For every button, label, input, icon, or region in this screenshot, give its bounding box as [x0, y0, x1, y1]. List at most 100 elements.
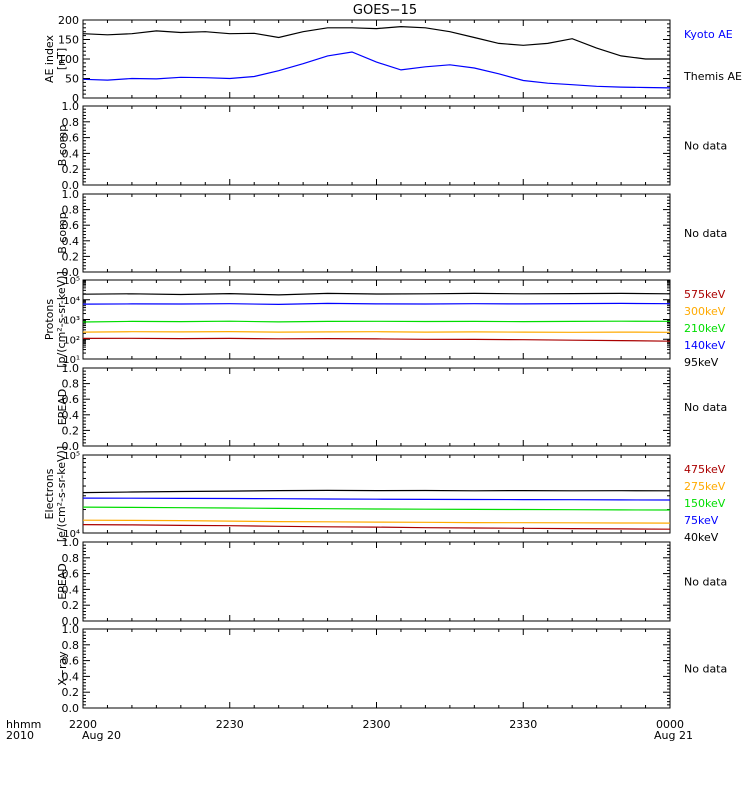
series-line-140kev: [82, 302, 671, 306]
time-prefix-hhmm: hhmm: [6, 718, 41, 731]
y-tick-label: 0.8: [62, 552, 80, 565]
y-tick-label: 0.2: [62, 599, 80, 612]
legend-label: Kyoto AE: [684, 28, 733, 41]
y-axis-label: X−ray: [56, 651, 69, 686]
time-tick-label: 2200: [69, 718, 97, 731]
series-line-275kev: [82, 519, 671, 524]
y-tick-label: 1.0: [62, 623, 80, 636]
series-line-themis-ae: [82, 25, 670, 60]
y-tick-label: 0.2: [62, 163, 80, 176]
legend-label: 75keV: [684, 514, 719, 527]
y-tick-label: 0.4: [62, 409, 80, 422]
legend-label: 300keV: [684, 305, 726, 318]
series-line-300kev: [82, 330, 671, 333]
y-tick-label: 1.0: [62, 100, 80, 113]
series-line-75kev: [82, 497, 671, 501]
y-tick-label: 50: [65, 73, 79, 86]
plot-title: GOES−15: [353, 3, 417, 18]
no-data-label: No data: [684, 576, 727, 589]
panel-frame: [82, 367, 671, 447]
y-tick-label: 0.0: [62, 440, 80, 453]
series-line-210kev: [82, 320, 671, 323]
time-prefix-year: 2010: [6, 729, 34, 742]
y-tick-label: 0: [72, 92, 79, 105]
y-tick-label: 1.0: [62, 536, 80, 549]
panel-epead1: 0.0 0.2 0.4 0.6 0.8 1.0 EPEAD No data: [56, 362, 727, 453]
y-tick-label: 1.0: [62, 362, 80, 375]
y-tick-label: 0.8: [62, 639, 80, 652]
y-tick-label: 0.6: [62, 655, 80, 668]
y-tick-label: 0.0: [62, 702, 80, 715]
y-tick-label: 10³: [63, 316, 80, 327]
no-data-label: No data: [684, 401, 727, 414]
panel-epead2: 0.0 0.2 0.4 0.6 0.8 1.0 EPEAD No data: [56, 536, 727, 628]
legend-label: 140keV: [684, 339, 726, 352]
panel-frame: [82, 105, 671, 186]
y-tick-label: 0.8: [62, 116, 80, 129]
panel-frame: [82, 628, 671, 709]
legend-label: 575keV: [684, 288, 726, 301]
legend-label: 475keV: [684, 463, 726, 476]
legend-label: Themis AE: [683, 70, 742, 83]
time-tick-label: 2300: [363, 718, 391, 731]
y-tick-label: 0.0: [62, 615, 80, 628]
y-tick-label: 0.2: [62, 424, 80, 437]
y-tick-label: 0.4: [62, 583, 80, 596]
y-axis-label: B comp: [56, 212, 69, 254]
y-tick-label: 0.6: [62, 219, 80, 232]
y-tick-label: 0.0: [62, 179, 80, 192]
y-tick-label: 1.0: [62, 188, 80, 201]
date-left-label: Aug 20: [82, 729, 121, 742]
y-tick-label: 0.6: [62, 393, 80, 406]
y-tick-label: 200: [58, 14, 79, 27]
y-tick-label: 0.4: [62, 235, 80, 248]
time-tick-label: 2330: [509, 718, 537, 731]
y-tick-label: 10⁵: [63, 276, 80, 287]
y-axis-label: B comp: [56, 125, 69, 167]
panel-electrons: 10⁴ 10⁵ Electrons [e/(cm²-s-sr-keV)] 475keV 2…: [43, 446, 726, 544]
series-line-kyoto-ae: [82, 51, 671, 89]
y-axis-label: [nT]: [55, 48, 68, 70]
y-axis-label: EPEAD: [56, 389, 69, 426]
y-tick-label: 150: [58, 34, 79, 47]
series-line-40kev: [82, 489, 671, 494]
panel-xray: 0.0 0.2 0.4 0.6 0.8 1.0 X−ray No data: [56, 623, 727, 715]
panel-bcomp1: 0.0 0.2 0.4 0.6 0.8 1.0 B comp No data: [56, 100, 727, 192]
time-tick-label: 2230: [216, 718, 244, 731]
panel-frame: [82, 454, 671, 534]
legend-label: 275keV: [684, 480, 726, 493]
no-data-label: No data: [684, 140, 727, 153]
panel-frame: [82, 541, 671, 622]
y-axis-label: Electrons: [43, 468, 56, 519]
legend-label: 40keV: [684, 531, 719, 544]
y-tick-label: 0.4: [62, 670, 80, 683]
y-tick-label: 0.8: [62, 378, 80, 391]
y-tick-label: 100: [58, 53, 79, 66]
no-data-label: No data: [684, 663, 727, 676]
y-axis-label: EPEAD: [56, 563, 69, 600]
time-tick-label: 0000: [656, 718, 684, 731]
y-axis-label: [p/(cm²-s-sr-keV)]: [55, 271, 68, 368]
series-line-475kev: [82, 523, 671, 530]
y-tick-label: 0.8: [62, 204, 80, 217]
panel-protons: 10¹ 10² 10³ 10⁴ 10⁵ Protons [p/(cm²-s-sr-keV)]…: [43, 271, 726, 369]
y-axis-label: AE index: [43, 34, 56, 83]
series-line-575kev: [82, 337, 671, 342]
legend-label: 150keV: [684, 497, 726, 510]
y-tick-label: 0.2: [62, 686, 80, 699]
y-tick-label: 0.6: [62, 132, 80, 145]
y-tick-label: 0.4: [62, 147, 80, 160]
y-tick-label: 10⁴: [63, 529, 80, 540]
series-line-95kev: [82, 292, 671, 296]
y-tick-label: 10²: [63, 335, 80, 346]
y-axis-label: [e/(cm²-s-sr-keV)]: [55, 446, 68, 542]
panel-bcomp2: 0.0 0.2 0.4 0.6 0.8 1.0 B comp No data: [56, 188, 727, 279]
no-data-label: No data: [684, 227, 727, 240]
y-tick-label: 10¹: [63, 355, 80, 366]
date-right-label: Aug 21: [654, 729, 693, 742]
y-tick-label: 10⁵: [63, 451, 80, 462]
legend-label: 210keV: [684, 322, 726, 335]
legend-label: 95keV: [684, 356, 719, 369]
